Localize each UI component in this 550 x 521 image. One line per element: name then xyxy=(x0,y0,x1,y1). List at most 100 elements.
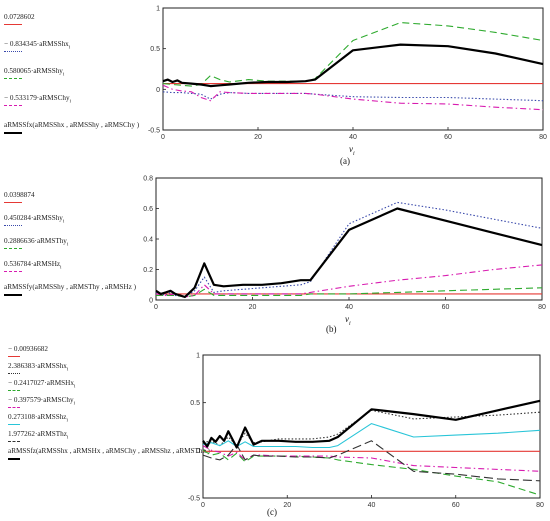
legend-swatch xyxy=(4,202,22,203)
y-tick-label: 0.5 xyxy=(190,400,200,407)
series-line-4 xyxy=(162,84,544,111)
legend-swatch xyxy=(4,271,22,272)
series-line-6 xyxy=(202,440,541,482)
legend-text: 0.450284·aRMSShy xyxy=(4,214,63,222)
legend-text: − 0.397579·aRMSChy xyxy=(8,396,74,404)
y-tick-label: 0 xyxy=(149,298,153,305)
legend-swatch xyxy=(4,225,22,226)
series-line-2 xyxy=(202,409,541,447)
legend-text: 0.536784·aRMSHz xyxy=(4,260,61,268)
legend-entry: − 0.834345·aRMSShxi xyxy=(4,40,71,51)
legend-entry: aRMSSfx(aRMSShx , aRMSShy , aRMSChy ) xyxy=(4,121,139,129)
legend-text: 0.273108·aRMSShz xyxy=(8,413,67,421)
y-tick-label: 1 xyxy=(196,353,200,360)
x-tick-label: 0 xyxy=(154,304,158,311)
legend-swatch xyxy=(8,441,20,442)
legend-swatch xyxy=(4,105,22,106)
legend-entry: − 0.00936682 xyxy=(8,345,48,353)
series-line-7 xyxy=(202,399,541,449)
legend-text: − 0.2417027·aRMSHx xyxy=(8,379,74,387)
panel-b: 0.0398874 0.450284·aRMSShyi 0.2886636·aRMS… xyxy=(0,172,550,340)
legend-a: 0.0728602− 0.834345·aRMSShxi 0.580065·aRM… xyxy=(4,13,164,134)
y-tick-label: 0.5 xyxy=(150,46,160,53)
legend-subscript: i xyxy=(66,435,69,441)
plot-frame xyxy=(162,7,544,131)
chart-b: 0 20 40 60 80 0 0.2 0.4 0.6 0.8 νi xyxy=(143,176,546,328)
x-tick-label: 80 xyxy=(539,134,547,141)
legend-entry: − 0.533179·aRMSChyi xyxy=(4,94,71,105)
panel-label-b: (b) xyxy=(326,324,337,334)
y-tick-label: 0.2 xyxy=(143,267,153,274)
legend-swatch xyxy=(8,356,20,357)
x-tick-label: 40 xyxy=(368,502,376,509)
legend-text: aRMSSfy(aRMSShy , aRMSThy , aRMSHz ) xyxy=(4,283,136,291)
legend-entry: 0.0728602 xyxy=(4,13,35,21)
x-tick-label: 0 xyxy=(161,134,165,141)
y-tick-label: 0 xyxy=(196,448,200,455)
x-tick-label: 20 xyxy=(254,134,262,141)
legend-entry: 0.450284·aRMSShyi xyxy=(4,214,65,225)
legend-entry: aRMSSfz(aRMSShx , aRMSHx , aRMSChy , aRM… xyxy=(8,447,210,455)
plot-frame xyxy=(155,177,543,301)
y-tick-label: -0.5 xyxy=(188,496,200,503)
legend-subscript: i xyxy=(66,242,69,248)
legend-swatch xyxy=(4,51,22,52)
legend-entry: 0.2886636·aRMSThyi xyxy=(4,237,69,248)
x-axis-label: νi xyxy=(349,144,355,157)
series-line-3 xyxy=(202,449,541,496)
legend-entry: − 0.2417027·aRMSHxi xyxy=(8,379,76,390)
x-tick-label: 20 xyxy=(249,304,257,311)
legend-subscript: i xyxy=(66,367,69,373)
panel-label-a: (a) xyxy=(340,156,350,166)
legend-swatch xyxy=(4,294,22,296)
y-tick-label: 0.6 xyxy=(143,206,153,213)
series-line-5 xyxy=(162,43,544,88)
legend-subscript: i xyxy=(73,384,76,390)
x-tick-label: 80 xyxy=(536,502,544,509)
legend-text: 0.580065·aRMSShy xyxy=(4,67,63,75)
legend-swatch xyxy=(4,78,22,79)
legend-entry: 0.0398874 xyxy=(4,191,35,199)
legend-subscript: i xyxy=(69,99,71,105)
legend-swatch xyxy=(8,458,20,460)
legend-subscript: i xyxy=(62,219,65,225)
series-line-2 xyxy=(162,91,544,102)
legend-subscript: i xyxy=(68,45,71,51)
legend-entry: 1.977262·aRMSThzi xyxy=(8,430,69,441)
legend-c: − 0.00936682 2.386383·aRMSShxi − 0.2417027… xyxy=(8,345,210,476)
x-tick-label: 60 xyxy=(444,134,452,141)
panel-label-c: (c) xyxy=(267,507,277,517)
chart-c: 0 20 40 60 80-0.500.51 xyxy=(188,353,544,510)
plot-frame xyxy=(202,354,541,499)
x-tick-label: 40 xyxy=(349,134,357,141)
legend-text: 0.0728602 xyxy=(4,13,35,21)
x-tick-label: 60 xyxy=(452,502,460,509)
legend-text: 0.0398874 xyxy=(4,191,35,199)
panel-c: − 0.00936682 2.386383·aRMSShxi − 0.2417027… xyxy=(0,340,550,521)
legend-text: − 0.834345·aRMSShx xyxy=(4,40,69,48)
x-tick-label: 80 xyxy=(538,304,546,311)
legend-entry: 2.386383·aRMSShxi xyxy=(8,362,69,373)
legend-b: 0.0398874 0.450284·aRMSShyi 0.2886636·aRMS… xyxy=(4,191,164,312)
series-line-5 xyxy=(202,423,541,449)
legend-text: aRMSSfz(aRMSShx , aRMSHx , aRMSChy , aRM… xyxy=(8,447,210,455)
legend-subscript: i xyxy=(73,401,75,407)
series-line-5 xyxy=(155,207,543,299)
y-tick-label: 0.4 xyxy=(143,237,153,244)
legend-text: 1.977262·aRMSThz xyxy=(8,430,67,438)
legend-subscript: i xyxy=(66,418,68,424)
legend-subscript: i xyxy=(62,72,65,78)
series-line-3 xyxy=(162,22,544,87)
legend-text: − 0.00936682 xyxy=(8,345,48,353)
legend-entry: 0.273108·aRMSShzi xyxy=(8,413,68,424)
legend-swatch xyxy=(8,424,20,425)
x-tick-label: 20 xyxy=(283,502,291,509)
legend-swatch xyxy=(8,407,20,408)
legend-entry: 0.536784·aRMSHzi xyxy=(4,260,62,270)
legend-entry: 0.580065·aRMSShyi xyxy=(4,67,65,78)
legend-text: 0.2886636·aRMSThy xyxy=(4,237,67,245)
legend-entry: − 0.397579·aRMSChyi xyxy=(8,396,75,407)
x-axis-label: νi xyxy=(345,314,351,327)
y-tick-label: 0.8 xyxy=(143,176,153,183)
